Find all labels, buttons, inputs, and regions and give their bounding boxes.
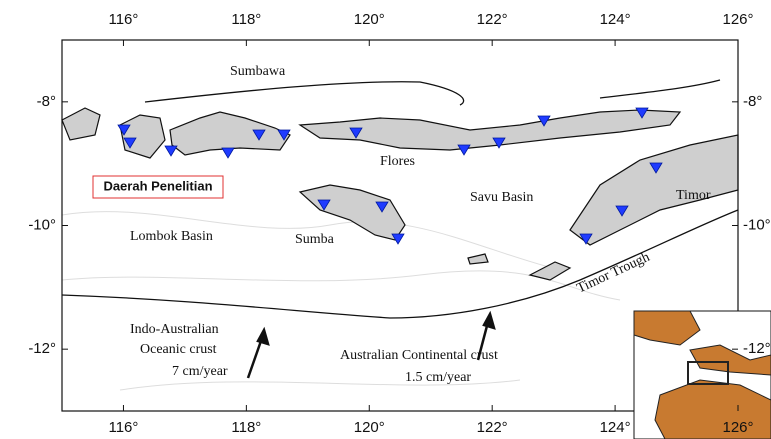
x-tick-label: 122° xyxy=(477,11,508,28)
x-tick-label: 116° xyxy=(108,11,138,28)
x-tick-label: 126° xyxy=(722,11,753,28)
place-label: Sumbawa xyxy=(230,64,286,79)
place-label: Sumba xyxy=(295,232,335,247)
y-tick-label: -8° xyxy=(37,93,56,110)
x-tick-label: 126° xyxy=(722,419,753,436)
place-label: Australian Continental crust xyxy=(340,348,498,363)
place-label: Timor xyxy=(676,188,711,203)
y-tick-label: -8° xyxy=(743,93,762,110)
y-tick-label: -12° xyxy=(743,340,771,357)
x-tick-label: 118° xyxy=(231,419,261,436)
x-tick-label: 120° xyxy=(354,419,385,436)
place-label: Flores xyxy=(380,154,415,169)
study-area-label: Daerah Penelitian xyxy=(103,178,212,193)
y-tick-label: -12° xyxy=(28,340,56,357)
x-tick-label: 116° xyxy=(108,419,138,436)
x-tick-label: 120° xyxy=(354,11,385,28)
map: Daerah Penelitian 116° 116° 118° 118° 120° 12… xyxy=(0,0,771,439)
x-tick-label: 118° xyxy=(231,11,261,28)
place-label: Oceanic crust xyxy=(140,342,217,357)
place-label: Lombok Basin xyxy=(130,229,213,244)
place-label: 1.5 cm/year xyxy=(405,370,471,385)
place-label: Savu Basin xyxy=(470,190,533,205)
x-tick-label: 124° xyxy=(600,419,631,436)
x-tick-label: 122° xyxy=(477,419,508,436)
place-label: Indo-Australian xyxy=(130,322,219,337)
y-tick-label: -10° xyxy=(28,216,56,233)
x-tick-label: 124° xyxy=(600,11,631,28)
y-tick-label: -10° xyxy=(743,216,771,233)
place-label: 7 cm/year xyxy=(172,364,228,379)
place-label: Timor Trough xyxy=(575,250,652,297)
arrows xyxy=(248,314,494,378)
